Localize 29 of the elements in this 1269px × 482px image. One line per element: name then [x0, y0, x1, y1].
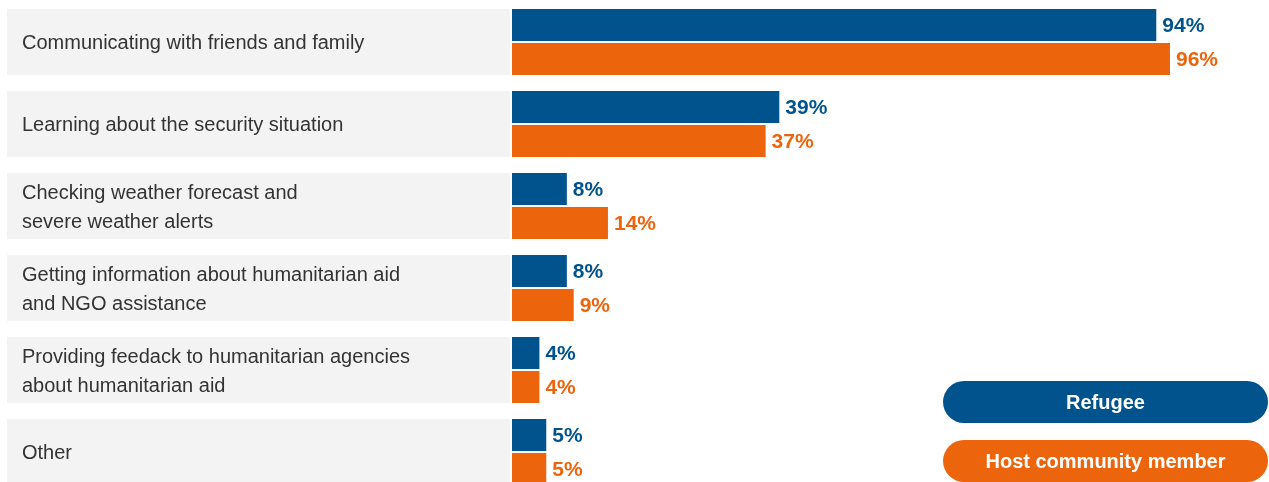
y-tick-label: Providing feedack to humanitarian agencies about humanitarian aid [22, 344, 411, 396]
y-tick-label: Checking weather forecast and severe weather alerts [22, 180, 298, 232]
y-tick-label: Other [22, 441, 73, 463]
bar [512, 289, 574, 321]
y-tick-label: Learning about the security situation [22, 113, 344, 135]
data-label: 4% [545, 375, 577, 399]
data-label: 5% [552, 457, 583, 481]
data-label: 5% [552, 423, 583, 447]
data-label: 14% [613, 211, 657, 235]
data-label: 94% [1162, 13, 1205, 37]
bar [512, 207, 608, 239]
data-label: 9% [579, 293, 611, 317]
data-label: 8% [572, 259, 604, 283]
bar [512, 419, 547, 451]
data-label: 37% [771, 129, 814, 153]
bar [512, 337, 540, 369]
data-label: 96% [1176, 47, 1219, 71]
data-label: 4% [545, 341, 577, 365]
text: Host community member [985, 450, 1226, 472]
bar [512, 173, 567, 205]
y-tick-label: Getting information about humanitarian aid and NGO assistance [22, 262, 401, 314]
data-label: 39% [785, 95, 828, 119]
bar [512, 125, 766, 157]
data-label: 8% [572, 177, 604, 201]
bar [512, 91, 780, 123]
text: Refugee [1066, 391, 1145, 413]
bar [512, 255, 567, 287]
y-tick-label: Communicating with friends and family [22, 31, 365, 53]
bar [512, 371, 540, 403]
